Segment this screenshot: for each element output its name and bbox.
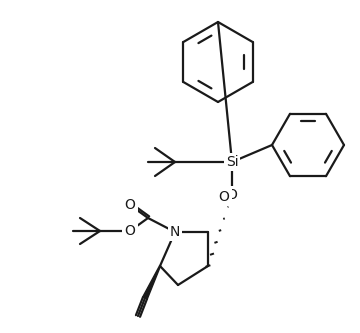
Polygon shape <box>143 266 161 299</box>
Text: O: O <box>125 224 135 238</box>
Text: O: O <box>219 190 229 204</box>
Text: N: N <box>170 225 180 239</box>
Text: O: O <box>125 198 135 212</box>
Text: O: O <box>226 188 238 202</box>
Text: Si: Si <box>226 155 238 169</box>
